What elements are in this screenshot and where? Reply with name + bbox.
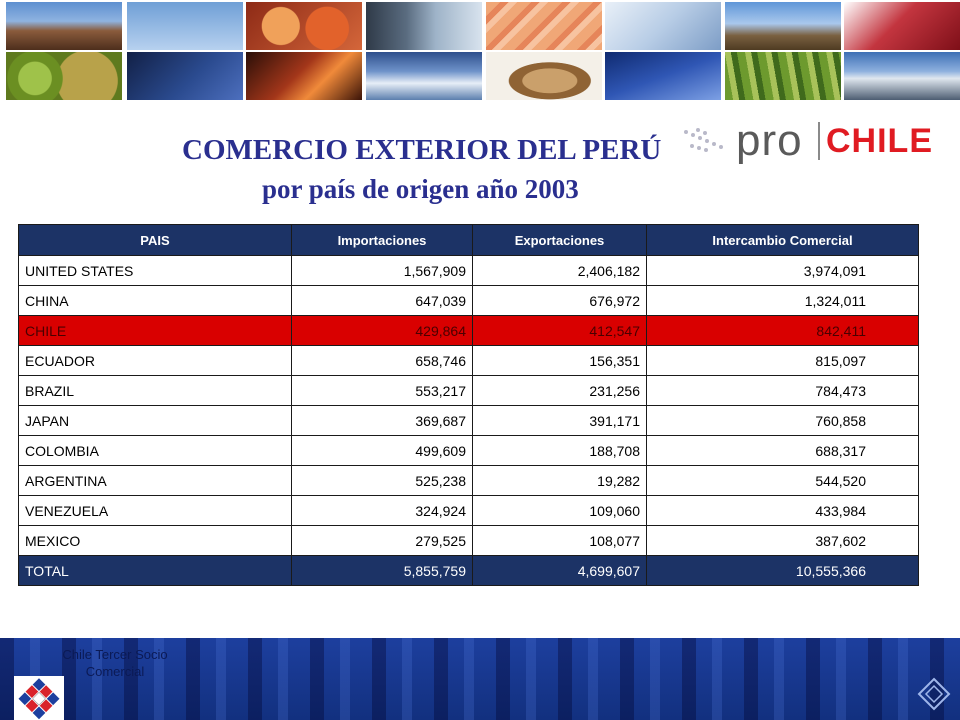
banner-photo-peaches (246, 2, 362, 50)
cell-pais: TOTAL (18, 555, 292, 586)
logo-divider (818, 122, 820, 160)
cell-intercambio: 544,520 (646, 465, 919, 496)
table-row: ARGENTINA 525,238 19,282 544,520 (18, 465, 919, 496)
cell-pais: ARGENTINA (18, 465, 292, 496)
cell-importaciones: 279,525 (291, 525, 473, 556)
table-row: VENEZUELA 324,924 109,060 433,984 (18, 495, 919, 526)
cell-exportaciones: 2,406,182 (472, 255, 647, 286)
table-total-row: TOTAL 5,855,759 4,699,607 10,555,366 (18, 555, 919, 586)
cell-intercambio: 760,858 (646, 405, 919, 436)
table-row: UNITED STATES 1,567,909 2,406,182 3,974,… (18, 255, 919, 286)
cell-intercambio: 1,324,011 (646, 285, 919, 316)
cell-intercambio: 433,984 (646, 495, 919, 526)
logo-chile-text: CHILE (826, 122, 933, 160)
cell-importaciones: 658,746 (291, 345, 473, 376)
prochile-logo: pro CHILE (680, 116, 950, 165)
banner-photo-industry (246, 52, 362, 100)
cell-pais: ECUADOR (18, 345, 292, 376)
banner-photo-volcano (725, 2, 841, 50)
column-header-exportaciones: Exportaciones (472, 224, 647, 256)
cell-exportaciones: 4,699,607 (472, 555, 647, 586)
cell-pais: BRAZIL (18, 375, 292, 406)
cell-importaciones: 553,217 (291, 375, 473, 406)
banner-photo-seafood-dish (486, 52, 602, 100)
table-header-row: PAIS Importaciones Exportaciones Interca… (18, 224, 919, 256)
banner-photo-desert-moon (6, 2, 122, 50)
cell-pais: VENEZUELA (18, 495, 292, 526)
banner-photo-wine (844, 2, 960, 50)
cell-intercambio: 387,602 (646, 525, 919, 556)
cell-pais: UNITED STATES (18, 255, 292, 286)
cell-intercambio: 3,974,091 (646, 255, 919, 286)
banner-photo-grid-graphic (605, 52, 721, 100)
banner-photo-asparagus (725, 52, 841, 100)
banner-photo-condor-sky (127, 2, 243, 50)
banner-photo-code-screen (127, 52, 243, 100)
cell-importaciones: 429,864 (291, 315, 473, 346)
photo-banner (0, 0, 960, 104)
banner-photo-city-skyline (844, 52, 960, 100)
cell-importaciones: 525,238 (291, 465, 473, 496)
cell-intercambio: 784,473 (646, 375, 919, 406)
chile-socio-logo-icon (14, 676, 64, 720)
logo-dots-icon (684, 128, 723, 152)
cell-importaciones: 5,855,759 (291, 555, 473, 586)
cell-exportaciones: 109,060 (472, 495, 647, 526)
column-header-pais: PAIS (18, 224, 292, 256)
column-header-intercambio: Intercambio Comercial (646, 224, 919, 256)
cell-exportaciones: 19,282 (472, 465, 647, 496)
cell-pais: COLOMBIA (18, 435, 292, 466)
cell-intercambio: 688,317 (646, 435, 919, 466)
cell-importaciones: 499,609 (291, 435, 473, 466)
cell-intercambio: 815,097 (646, 345, 919, 376)
cell-exportaciones: 412,547 (472, 315, 647, 346)
cell-intercambio: 842,411 (646, 315, 919, 346)
banner-photo-glacier (366, 52, 482, 100)
column-header-importaciones: Importaciones (291, 224, 473, 256)
banner-photo-kiwi (6, 52, 122, 100)
table-row: ECUADOR 658,746 156,351 815,097 (18, 345, 919, 376)
trade-table: PAIS Importaciones Exportaciones Interca… (18, 224, 919, 586)
footer-caption: Chile Tercer Socio Comercial (62, 647, 168, 679)
banner-photo-businessman (366, 2, 482, 50)
footer-band: Chile Tercer Socio Comercial (0, 638, 960, 720)
cell-importaciones: 369,687 (291, 405, 473, 436)
table-row-highlighted: CHILE 429,864 412,547 842,411 (18, 315, 919, 346)
table-row: JAPAN 369,687 391,171 760,858 (18, 405, 919, 436)
cell-pais: CHINA (18, 285, 292, 316)
table-row: BRAZIL 553,217 231,256 784,473 (18, 375, 919, 406)
cell-exportaciones: 391,171 (472, 405, 647, 436)
footer-city-background (0, 638, 960, 720)
page-title: COMERCIO EXTERIOR DEL PERÚ (182, 134, 662, 166)
diamond-nav-icon[interactable] (916, 676, 952, 712)
cell-pais: MEXICO (18, 525, 292, 556)
cell-intercambio: 10,555,366 (646, 555, 919, 586)
cell-exportaciones: 676,972 (472, 285, 647, 316)
banner-photo-chart-graphic (605, 2, 721, 50)
table-row: CHINA 647,039 676,972 1,324,011 (18, 285, 919, 316)
banner-photo-salmon (486, 2, 602, 50)
cell-pais: CHILE (18, 315, 292, 346)
cell-exportaciones: 231,256 (472, 375, 647, 406)
cell-exportaciones: 188,708 (472, 435, 647, 466)
logo-pro-text: pro (736, 116, 803, 165)
table-row: MEXICO 279,525 108,077 387,602 (18, 525, 919, 556)
cell-importaciones: 324,924 (291, 495, 473, 526)
cell-importaciones: 647,039 (291, 285, 473, 316)
cell-importaciones: 1,567,909 (291, 255, 473, 286)
cell-exportaciones: 108,077 (472, 525, 647, 556)
table-row: COLOMBIA 499,609 188,708 688,317 (18, 435, 919, 466)
page-subtitle: por país de origen año 2003 (262, 174, 579, 204)
cell-pais: JAPAN (18, 405, 292, 436)
cell-exportaciones: 156,351 (472, 345, 647, 376)
